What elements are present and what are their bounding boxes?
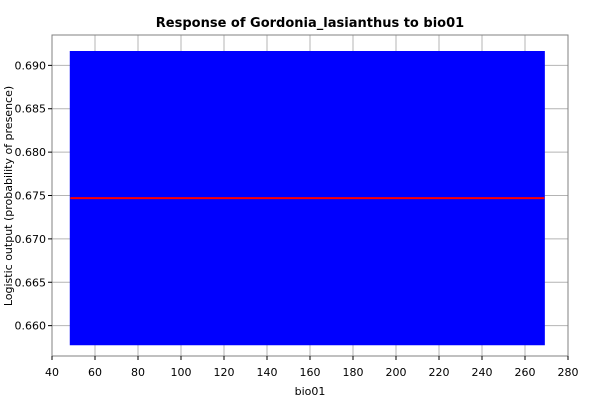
y-tick-label: 0.670 — [15, 233, 47, 246]
x-axis: 40 60 80 100 120 140 160 180 200 220 240 260 280 — [45, 356, 579, 379]
y-tick-label: 0.660 — [15, 320, 47, 333]
x-tick-label: 80 — [131, 366, 145, 379]
x-tick-label: 220 — [429, 366, 450, 379]
y-tick-label: 0.665 — [15, 276, 47, 289]
y-axis-label: Logistic output (probability of presence… — [2, 86, 15, 306]
x-tick-label: 280 — [558, 366, 579, 379]
x-tick-label: 120 — [214, 366, 235, 379]
x-axis-label: bio01 — [295, 385, 326, 398]
x-tick-label: 60 — [88, 366, 102, 379]
x-tick-label: 100 — [171, 366, 192, 379]
chart-title: Response of Gordonia_lasianthus to bio01 — [156, 16, 464, 31]
y-tick-label: 0.675 — [15, 190, 47, 203]
x-tick-label: 160 — [300, 366, 321, 379]
y-tick-label: 0.690 — [15, 59, 47, 72]
x-tick-label: 240 — [472, 366, 493, 379]
x-tick-label: 260 — [515, 366, 536, 379]
x-tick-label: 140 — [257, 366, 278, 379]
y-tick-label: 0.685 — [15, 103, 47, 116]
x-tick-label: 40 — [45, 366, 59, 379]
x-tick-label: 180 — [343, 366, 364, 379]
y-axis: 0.660 0.665 0.670 0.675 0.680 0.685 0.690 — [15, 59, 52, 333]
y-tick-label: 0.680 — [15, 146, 47, 159]
x-tick-label: 200 — [386, 366, 407, 379]
